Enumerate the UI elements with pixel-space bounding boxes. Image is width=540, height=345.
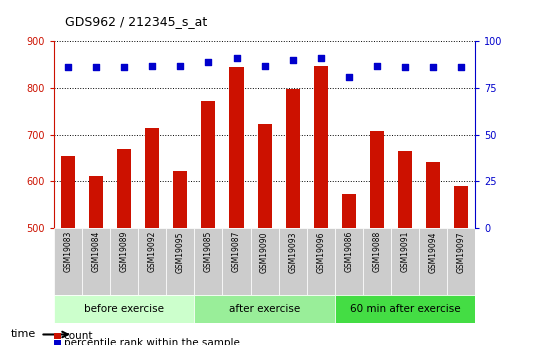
Bar	[342, 194, 356, 228]
Text: GSM19090: GSM19090	[260, 231, 269, 273]
Bar	[307, 228, 335, 295]
Text: after exercise: after exercise	[229, 304, 300, 314]
Bar	[117, 148, 131, 228]
Point	[64, 65, 72, 70]
Text: GSM19089: GSM19089	[120, 231, 129, 273]
Text: GSM19092: GSM19092	[148, 231, 157, 273]
Point	[260, 63, 269, 68]
Point	[92, 65, 100, 70]
Text: count: count	[64, 331, 93, 341]
Text: GSM19087: GSM19087	[232, 231, 241, 273]
Bar	[89, 176, 103, 228]
Bar	[138, 228, 166, 295]
Text: GSM19097: GSM19097	[457, 231, 465, 273]
Point	[429, 65, 437, 70]
Text: before exercise: before exercise	[84, 304, 164, 314]
Bar	[258, 124, 272, 228]
Point	[120, 65, 129, 70]
Bar	[251, 228, 279, 295]
Text: time: time	[11, 329, 36, 339]
Text: GSM19094: GSM19094	[429, 231, 437, 273]
Bar	[370, 131, 384, 228]
Bar	[447, 228, 475, 295]
Text: GSM19091: GSM19091	[401, 231, 409, 273]
Bar	[61, 156, 75, 228]
Bar	[391, 228, 419, 295]
Bar	[279, 228, 307, 295]
Point	[457, 65, 465, 70]
Point	[148, 63, 157, 68]
Text: GSM19084: GSM19084	[92, 231, 100, 273]
Bar	[54, 340, 61, 344]
Point	[232, 56, 241, 61]
Text: GSM19093: GSM19093	[288, 231, 297, 273]
Point	[401, 65, 409, 70]
Bar	[145, 128, 159, 228]
Bar	[419, 228, 447, 295]
Bar	[194, 295, 335, 323]
Text: GSM19095: GSM19095	[176, 231, 185, 273]
Text: GSM19086: GSM19086	[345, 231, 353, 273]
Point	[345, 74, 353, 80]
Bar	[426, 162, 440, 228]
Text: GSM19088: GSM19088	[373, 231, 381, 272]
Point	[176, 63, 185, 68]
Text: GDS962 / 212345_s_at: GDS962 / 212345_s_at	[65, 16, 207, 29]
Bar	[230, 67, 244, 228]
Bar	[54, 295, 194, 323]
Point	[316, 56, 325, 61]
Text: 60 min after exercise: 60 min after exercise	[350, 304, 460, 314]
Bar	[286, 89, 300, 228]
Bar	[82, 228, 110, 295]
Bar	[335, 295, 475, 323]
Point	[288, 57, 297, 63]
Bar	[54, 228, 82, 295]
Point	[373, 63, 381, 68]
Bar	[194, 228, 222, 295]
Point	[204, 59, 213, 65]
Text: GSM19096: GSM19096	[316, 231, 325, 273]
Bar	[110, 228, 138, 295]
Text: GSM19085: GSM19085	[204, 231, 213, 273]
Bar	[201, 100, 215, 228]
Text: percentile rank within the sample: percentile rank within the sample	[64, 338, 240, 345]
Bar	[173, 171, 187, 228]
Bar	[363, 228, 391, 295]
Bar	[398, 151, 412, 228]
Bar	[335, 228, 363, 295]
Bar	[166, 228, 194, 295]
Bar	[222, 228, 251, 295]
Text: GSM19083: GSM19083	[64, 231, 72, 273]
Bar	[454, 186, 468, 228]
Bar	[314, 66, 328, 228]
